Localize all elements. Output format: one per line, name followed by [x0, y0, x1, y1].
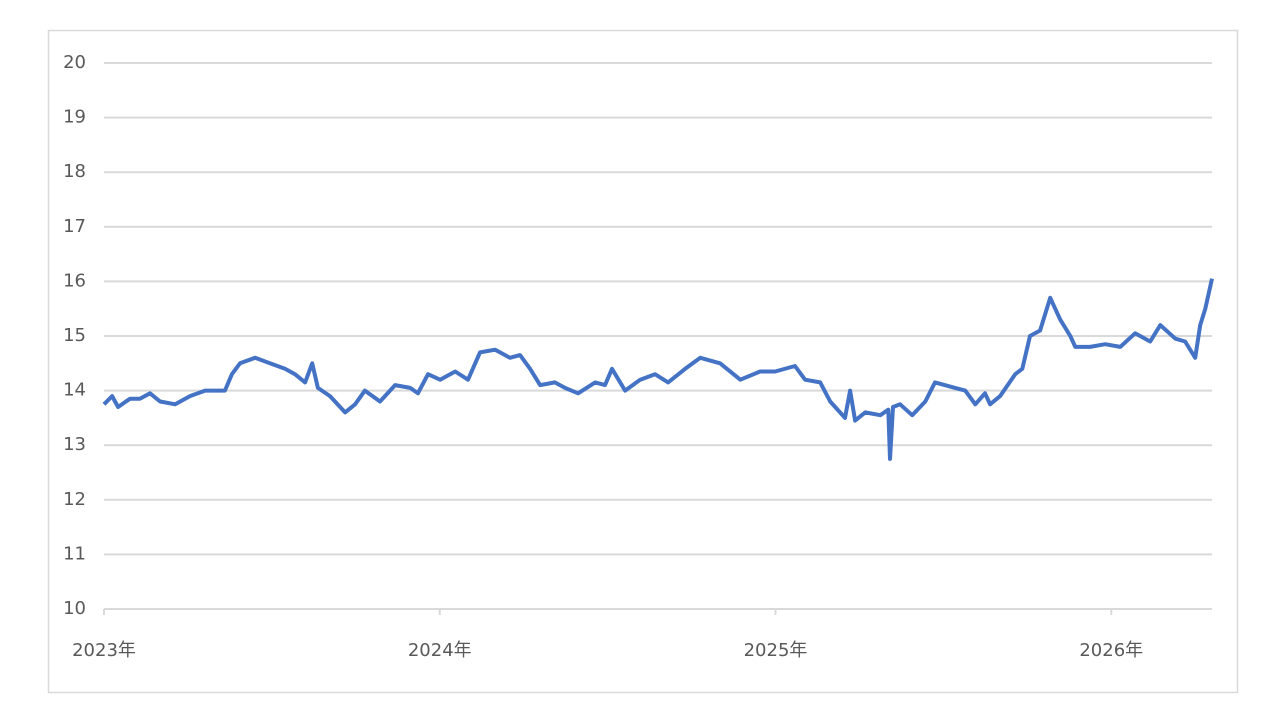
y-tick-label: 11 [63, 543, 86, 564]
y-tick-label: 18 [63, 161, 86, 182]
y-tick-label: 15 [63, 325, 86, 346]
chart-border [47, 29, 1239, 694]
y-tick-label: 12 [63, 489, 86, 510]
x-tick-label: 2024年 [408, 640, 472, 661]
x-tick-label: 2025年 [744, 640, 808, 661]
y-tick-label: 16 [63, 270, 86, 291]
x-tick-label: 2023年 [72, 640, 136, 661]
y-tick-label: 19 [63, 107, 86, 128]
y-tick-label: 17 [63, 216, 86, 237]
data-line [102, 278, 1214, 461]
y-tick-label: 13 [63, 434, 86, 455]
y-tick-label: 20 [63, 52, 86, 73]
x-tick-label: 2026年 [1079, 640, 1143, 661]
y-tick-label: 10 [63, 598, 86, 619]
y-tick-label: 14 [63, 380, 86, 401]
